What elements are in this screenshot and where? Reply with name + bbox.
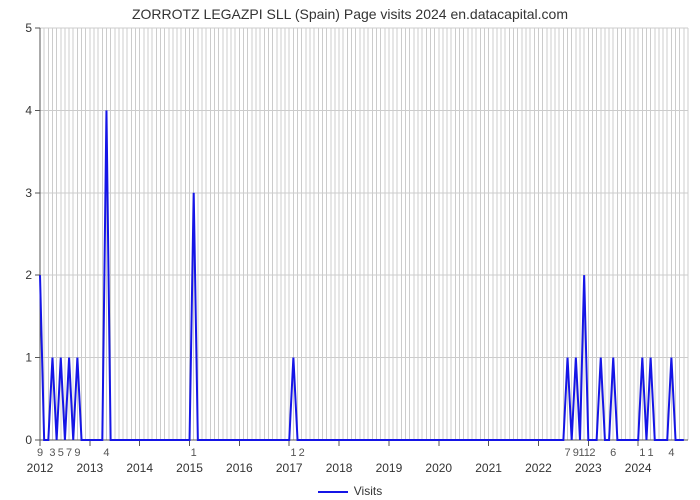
year-tick-label: 2013 — [76, 461, 103, 475]
year-tick-label: 2012 — [27, 461, 54, 475]
secondary-label: 4 — [103, 447, 109, 459]
secondary-label: 9 — [74, 447, 80, 459]
year-tick-label: 2014 — [126, 461, 153, 475]
secondary-label: 7 — [66, 447, 72, 459]
year-tick-label: 2021 — [475, 461, 502, 475]
y-tick-label: 4 — [25, 103, 32, 117]
year-tick-label: 2017 — [276, 461, 303, 475]
secondary-label: 1 — [191, 447, 197, 459]
y-tick-label: 1 — [25, 351, 32, 365]
y-tick-label: 0 — [25, 433, 32, 447]
secondary-label: 9 — [37, 447, 43, 459]
secondary-label: 3 — [49, 447, 55, 459]
legend-line — [318, 491, 348, 493]
line-chart: 0123452012201320142015201620172018201920… — [0, 0, 700, 500]
year-tick-label: 2023 — [575, 461, 602, 475]
secondary-x-labels: 935794112791126114 — [37, 447, 675, 459]
x-axis-label: Visits — [354, 484, 382, 498]
x-axis-legend: Visits — [0, 484, 700, 498]
year-tick-label: 2020 — [425, 461, 452, 475]
year-tick-label: 2022 — [525, 461, 552, 475]
secondary-label: 2 — [299, 447, 305, 459]
secondary-label: 1 — [290, 447, 296, 459]
secondary-label: 11 — [578, 447, 589, 459]
secondary-label: 5 — [58, 447, 64, 459]
secondary-label: 1 — [639, 447, 645, 459]
y-tick-label: 5 — [25, 21, 32, 35]
year-tick-label: 2015 — [176, 461, 203, 475]
year-tick-label: 2016 — [226, 461, 253, 475]
secondary-label: 1 — [648, 447, 654, 459]
secondary-label: 6 — [610, 447, 616, 459]
grid — [40, 28, 688, 440]
year-tick-label: 2024 — [625, 461, 652, 475]
y-tick-label: 3 — [25, 186, 32, 200]
year-tick-label: 2018 — [326, 461, 353, 475]
chart-title: ZORROTZ LEGAZPI SLL (Spain) Page visits … — [0, 6, 700, 22]
secondary-label: 2 — [589, 447, 595, 459]
secondary-label: 4 — [668, 447, 674, 459]
secondary-label: 7 — [564, 447, 570, 459]
y-tick-label: 2 — [25, 268, 32, 282]
year-tick-label: 2019 — [376, 461, 403, 475]
